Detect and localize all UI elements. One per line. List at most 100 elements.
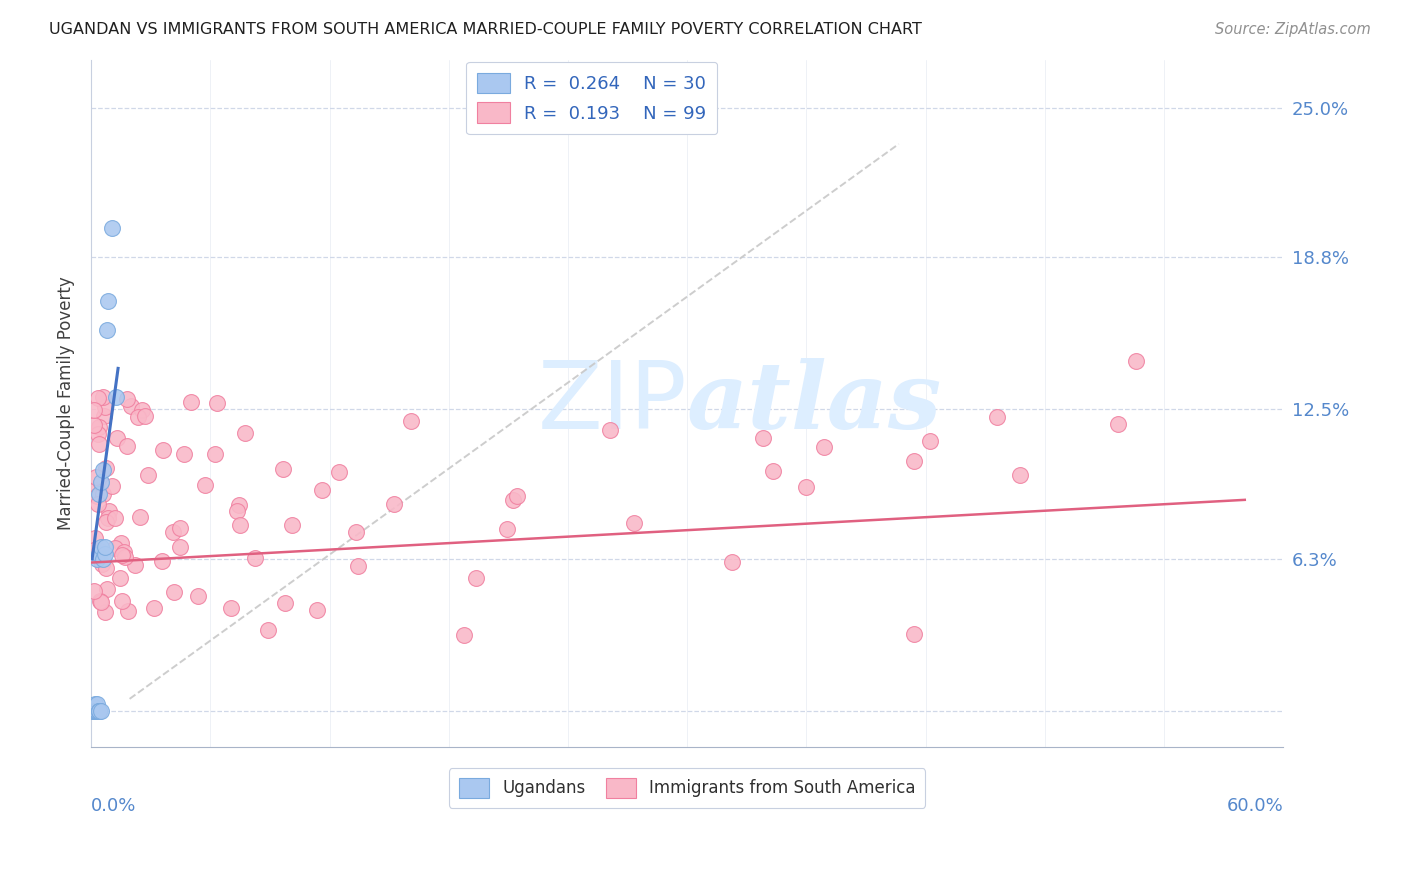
- Point: [89, 544, 111, 558]
- Legend: Ugandans, Immigrants from South America: Ugandans, Immigrants from South America: [449, 768, 925, 807]
- Point: [142, 601, 165, 615]
- Point: [205, 396, 228, 410]
- Point: [93, 409, 115, 423]
- Point: [101, 221, 124, 235]
- Point: [986, 410, 1008, 425]
- Point: [162, 584, 184, 599]
- Point: [271, 461, 294, 475]
- Point: [84, 548, 107, 562]
- Point: [228, 498, 250, 512]
- Point: [84, 704, 107, 718]
- Point: [83, 402, 105, 417]
- Point: [129, 509, 152, 524]
- Point: [506, 489, 529, 503]
- Point: [502, 492, 524, 507]
- Point: [346, 559, 368, 574]
- Point: [82, 704, 104, 718]
- Point: [114, 550, 136, 565]
- Point: [243, 550, 266, 565]
- Point: [229, 517, 252, 532]
- Point: [84, 704, 107, 718]
- Point: [84, 697, 107, 711]
- Point: [87, 427, 110, 442]
- Point: [496, 523, 519, 537]
- Text: 0.0%: 0.0%: [91, 797, 136, 814]
- Point: [720, 555, 742, 569]
- Point: [1125, 354, 1147, 368]
- Point: [86, 704, 108, 718]
- Point: [1107, 417, 1129, 432]
- Point: [83, 483, 105, 498]
- Point: [90, 704, 112, 718]
- Point: [169, 521, 191, 535]
- Point: [226, 504, 249, 518]
- Point: [86, 697, 108, 711]
- Point: [599, 424, 621, 438]
- Point: [762, 464, 785, 478]
- Point: [91, 557, 114, 571]
- Point: [86, 552, 108, 566]
- Point: [111, 594, 134, 608]
- Point: [87, 547, 110, 561]
- Point: [97, 293, 120, 308]
- Point: [307, 603, 329, 617]
- Point: [173, 447, 195, 461]
- Point: [105, 390, 128, 404]
- Point: [903, 627, 925, 641]
- Text: atlas: atlas: [688, 359, 942, 449]
- Point: [84, 532, 107, 546]
- Point: [311, 483, 333, 497]
- Point: [1008, 467, 1031, 482]
- Point: [180, 395, 202, 409]
- Point: [110, 571, 132, 585]
- Point: [84, 704, 107, 718]
- Point: [83, 543, 105, 558]
- Point: [152, 442, 174, 457]
- Point: [111, 548, 134, 562]
- Point: [134, 409, 156, 423]
- Point: [464, 572, 486, 586]
- Text: ZIP: ZIP: [537, 358, 688, 450]
- Point: [84, 704, 107, 718]
- Point: [112, 545, 135, 559]
- Point: [401, 414, 423, 428]
- Point: [87, 704, 110, 718]
- Point: [117, 392, 139, 407]
- Point: [90, 476, 112, 491]
- Point: [94, 515, 117, 529]
- Point: [90, 475, 112, 489]
- Point: [136, 467, 159, 482]
- Point: [98, 503, 121, 517]
- Point: [274, 596, 297, 610]
- Point: [100, 479, 122, 493]
- Point: [96, 582, 118, 596]
- Point: [219, 601, 242, 615]
- Point: [623, 516, 645, 530]
- Point: [918, 434, 941, 448]
- Point: [90, 540, 112, 554]
- Point: [83, 418, 105, 433]
- Point: [91, 463, 114, 477]
- Point: [94, 400, 117, 414]
- Point: [117, 604, 139, 618]
- Point: [344, 525, 367, 540]
- Point: [87, 497, 110, 511]
- Point: [82, 704, 104, 718]
- Point: [453, 627, 475, 641]
- Point: [89, 436, 111, 450]
- Point: [90, 595, 112, 609]
- Point: [87, 391, 110, 405]
- Point: [233, 425, 256, 440]
- Point: [94, 461, 117, 475]
- Point: [87, 704, 110, 718]
- Text: UGANDAN VS IMMIGRANTS FROM SOUTH AMERICA MARRIED-COUPLE FAMILY POVERTY CORRELATI: UGANDAN VS IMMIGRANTS FROM SOUTH AMERICA…: [49, 22, 922, 37]
- Point: [89, 593, 111, 607]
- Point: [83, 584, 105, 599]
- Point: [328, 465, 350, 479]
- Point: [103, 541, 125, 556]
- Point: [382, 497, 405, 511]
- Point: [186, 589, 208, 603]
- Point: [96, 511, 118, 525]
- Point: [94, 561, 117, 575]
- Point: [194, 477, 217, 491]
